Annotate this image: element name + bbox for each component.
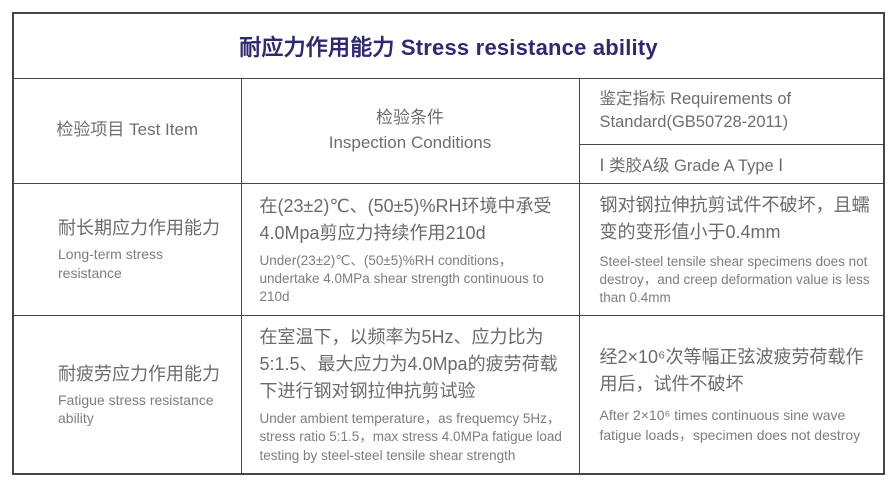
cell-longterm-requirements: 钢对钢拉伸抗剪试件不破坏，且蠕变的变形值小于0.4mm Steel-steel … — [578, 182, 886, 317]
page-title: 耐应力作用能力 Stress resistance ability — [239, 34, 658, 60]
cell-fatigue-requirements: 经2×10⁶次等幅正弦波疲劳荷载作用后，试件不破坏 After 2×10⁶ ti… — [578, 315, 886, 475]
header-grade-label: Ⅰ 类胶A级 Grade A Type Ⅰ — [599, 156, 784, 175]
longterm-conditions-zh: 在(23±2)℃、(50±5)%RH环境中承受4.0Mpa剪应力持续作用210d — [259, 195, 552, 243]
header-inspection-conditions: 检验条件 Inspection Conditions — [240, 77, 580, 184]
header-grade: Ⅰ 类胶A级 Grade A Type Ⅰ — [578, 143, 886, 184]
fatigue-requirements-en: After 2×10⁶ times continuous sine wave f… — [599, 406, 861, 443]
longterm-item-zh: 耐长期应力作用能力 — [58, 218, 220, 239]
table-row: 耐长期应力作用能力 Long-term stress resistance 在(… — [12, 182, 886, 317]
cell-fatigue-item: 耐疲劳应力作用能力 Fatigue stress resistance abil… — [12, 315, 242, 475]
table-row: 耐疲劳应力作用能力 Fatigue stress resistance abil… — [12, 315, 886, 475]
fatigue-conditions-zh: 在室温下，以频率为5Hz、应力比为5:1.5、最大应力为4.0Mpa的疲劳荷载下… — [259, 327, 558, 402]
cell-longterm-item: 耐长期应力作用能力 Long-term stress resistance — [12, 182, 242, 317]
header-test-item-label: 检验项目 Test Item — [56, 120, 199, 140]
stress-resistance-table: 耐应力作用能力 Stress resistance ability 检验项目 T… — [11, 12, 886, 475]
longterm-conditions-en: Under(23±2)℃、(50±5)%RH conditions，undert… — [259, 252, 544, 304]
fatigue-item-en: Fatigue stress resistance ability — [58, 391, 214, 427]
longterm-item-en: Long-term stress resistance — [58, 246, 164, 282]
header-conditions-en: Inspection Conditions — [328, 132, 492, 152]
table-title-cell: 耐应力作用能力 Stress resistance ability — [11, 12, 886, 79]
fatigue-requirements-zh: 经2×10⁶次等幅正弦波疲劳荷载作用后，试件不破坏 — [599, 346, 864, 394]
header-requirements-label: 鉴定指标 Requirements of Standard(GB50728-20… — [599, 89, 792, 131]
longterm-requirements-zh: 钢对钢拉伸抗剪试件不破坏，且蠕变的变形值小于0.4mm — [599, 194, 870, 242]
longterm-requirements-en: Steel-steel tensile shear specimens does… — [599, 253, 870, 305]
header-conditions-zh: 检验条件 — [376, 107, 444, 127]
header-test-item: 检验项目 Test Item — [12, 77, 242, 184]
header-requirements: 鉴定指标 Requirements of Standard(GB50728-20… — [578, 77, 886, 145]
fatigue-conditions-en: Under ambient temperature，as frequemcy 5… — [259, 411, 562, 463]
cell-fatigue-conditions: 在室温下，以频率为5Hz、应力比为5:1.5、最大应力为4.0Mpa的疲劳荷载下… — [240, 315, 580, 475]
cell-longterm-conditions: 在(23±2)℃、(50±5)%RH环境中承受4.0Mpa剪应力持续作用210d… — [240, 182, 580, 317]
fatigue-item-zh: 耐疲劳应力作用能力 — [58, 363, 220, 384]
